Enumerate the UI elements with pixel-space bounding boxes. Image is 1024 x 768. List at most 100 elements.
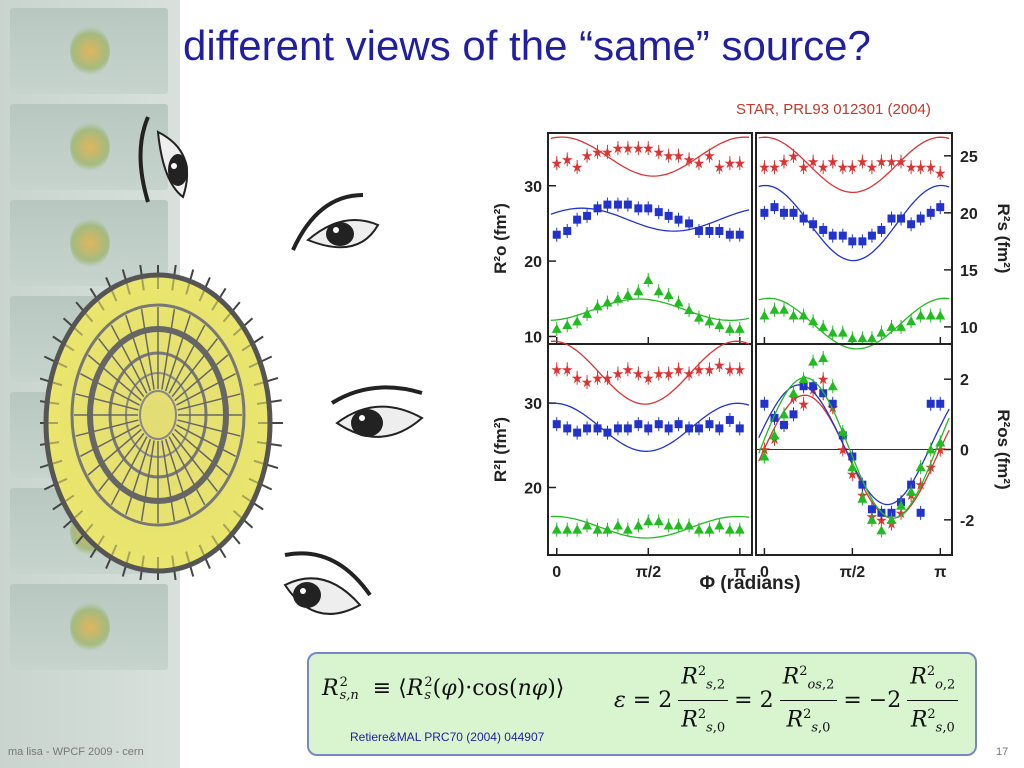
data-point: [685, 219, 694, 228]
data-point: [654, 420, 663, 429]
data-point: [623, 424, 632, 433]
data-point: ★: [642, 140, 655, 156]
data-point: [876, 525, 887, 535]
data-point: [935, 437, 946, 447]
data-point: [866, 514, 877, 524]
data-point: [896, 321, 907, 331]
data-point: [818, 321, 829, 331]
data-point: [936, 203, 945, 212]
data-point: ★: [797, 396, 810, 412]
data-point: [867, 505, 876, 514]
fit-curve: [550, 340, 750, 405]
thumbnail-7: [10, 584, 168, 670]
data-point: [808, 316, 819, 326]
data-point: [935, 310, 946, 320]
data-point: [644, 204, 653, 213]
data-point: ★: [642, 370, 655, 386]
data-point: ★: [622, 361, 635, 377]
data-point: [915, 462, 926, 472]
fit-curve: [758, 184, 950, 262]
data-point: [827, 381, 838, 391]
fit-curve: [550, 207, 750, 232]
data-point: [886, 321, 897, 331]
data-point: [573, 215, 582, 224]
data-point: ★: [778, 154, 791, 170]
data-point: ★: [672, 148, 685, 164]
data-point: [734, 323, 745, 333]
fit-curve: [758, 136, 950, 194]
data-point: ★: [914, 159, 927, 175]
data-point: [663, 520, 674, 530]
data-point: [907, 480, 916, 489]
data-point: [552, 230, 561, 239]
data-point: [582, 520, 593, 530]
data-point: [857, 493, 868, 503]
data-point: [724, 323, 735, 333]
fit-curve: [758, 377, 950, 519]
data-point: ★: [807, 154, 820, 170]
data-point: ★: [713, 159, 726, 175]
data-point: ★: [612, 140, 625, 156]
data-point: [664, 211, 673, 220]
data-point: [623, 200, 632, 209]
y-tick-label: 20: [524, 480, 542, 497]
y-tick-label: 10: [960, 320, 978, 337]
data-point: [551, 524, 562, 534]
data-point: ★: [550, 155, 563, 171]
data-point: [779, 304, 789, 314]
data-point: [897, 214, 906, 223]
star-reference: STAR, PRL93 012301 (2004): [736, 101, 931, 118]
page-number: 17: [996, 746, 1009, 758]
y-axis-label: R²l (fm²): [491, 417, 510, 482]
data-point: [847, 462, 858, 472]
data-point: [798, 310, 809, 320]
data-point: [926, 208, 935, 217]
formula-reference: Retiere&MAL PRC70 (2004) 044907: [350, 730, 545, 744]
data-point: [760, 208, 769, 217]
y-tick-label: 15: [960, 263, 978, 280]
data-point: ★: [733, 155, 746, 171]
data-point: [694, 424, 703, 433]
y-axis-label: R²os (fm²): [994, 409, 1013, 489]
data-point: ★: [703, 148, 716, 164]
data-point: ★: [866, 159, 879, 175]
data-point: [779, 409, 789, 419]
data-point: ★: [713, 357, 726, 373]
data-point: [724, 524, 735, 534]
data-point: [876, 327, 887, 337]
data-point: [847, 333, 858, 343]
data-point: [582, 308, 593, 318]
data-point: [925, 444, 936, 454]
data-point: [759, 451, 770, 461]
thumbnail-1: [10, 8, 168, 94]
data-point: [602, 297, 613, 307]
data-point: [673, 520, 684, 530]
data-point: [593, 204, 602, 213]
data-point: [770, 203, 779, 212]
x-tick-label: 0: [760, 564, 769, 581]
eye-icon: [291, 193, 380, 251]
data-point: [780, 420, 788, 429]
source-ellipse-figure: [40, 265, 283, 580]
data-point: [759, 310, 770, 320]
data-point: ★: [837, 159, 850, 175]
data-point: [563, 226, 572, 235]
data-point: [735, 230, 744, 239]
data-point: ★: [817, 159, 830, 175]
data-point: [725, 230, 734, 239]
fit-curve: [550, 298, 750, 322]
x-tick-label: π: [934, 564, 946, 581]
data-point: ★: [693, 361, 706, 377]
data-point: [808, 356, 819, 366]
data-point: [603, 200, 612, 209]
data-point: [592, 301, 603, 311]
data-point: ★: [632, 366, 645, 382]
data-point: [788, 310, 799, 320]
data-point: [828, 399, 837, 408]
data-point: [704, 524, 715, 534]
data-point: ★: [817, 371, 830, 387]
data-point: [769, 304, 780, 314]
formula-eccentricity: ε = 2 R2s,2 R2s,0 = 2 R2os,2 R2s,0 = −2 R2…: [614, 658, 964, 742]
data-point: ★: [612, 366, 625, 382]
data-point: [799, 382, 808, 391]
